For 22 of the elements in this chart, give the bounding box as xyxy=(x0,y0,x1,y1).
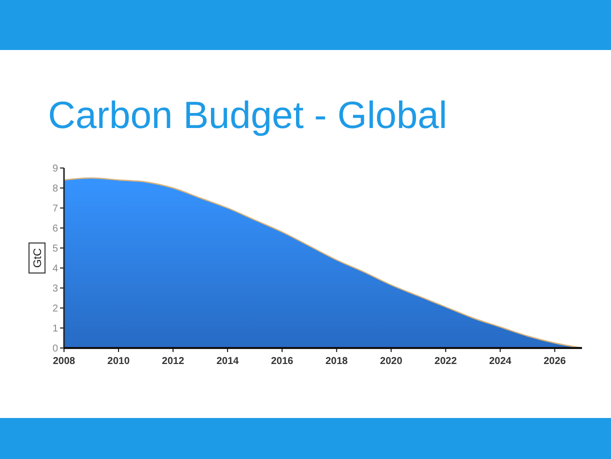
y-tick-label: 7 xyxy=(52,204,58,214)
y-tick-label: 0 xyxy=(52,344,58,354)
x-tick-label: 2008 xyxy=(52,356,76,367)
y-tick-label: 8 xyxy=(52,184,58,194)
chart-title: Carbon Budget - Global xyxy=(48,95,448,137)
x-tick-label: 2020 xyxy=(380,356,403,367)
y-tick-label: 3 xyxy=(52,284,58,294)
y-tick-label: 9 xyxy=(52,164,58,174)
y-tick-label: 4 xyxy=(52,264,58,274)
y-tick-label: 2 xyxy=(52,304,58,314)
x-tick-label: 2016 xyxy=(270,356,294,367)
x-tick-label: 2024 xyxy=(489,356,512,367)
y-tick-label: 6 xyxy=(52,224,58,234)
x-tick-label: 2012 xyxy=(162,356,185,367)
x-tick-label: 2018 xyxy=(326,356,348,367)
y-tick-label: 5 xyxy=(52,244,58,254)
x-tick-label: 2026 xyxy=(544,356,566,367)
x-tick-label: 2010 xyxy=(107,356,130,367)
x-tick-label: 2022 xyxy=(434,356,458,367)
y-tick-label: 1 xyxy=(52,324,58,334)
x-tick-label: 2014 xyxy=(216,356,240,367)
y-axis-title: GtC xyxy=(32,248,44,268)
